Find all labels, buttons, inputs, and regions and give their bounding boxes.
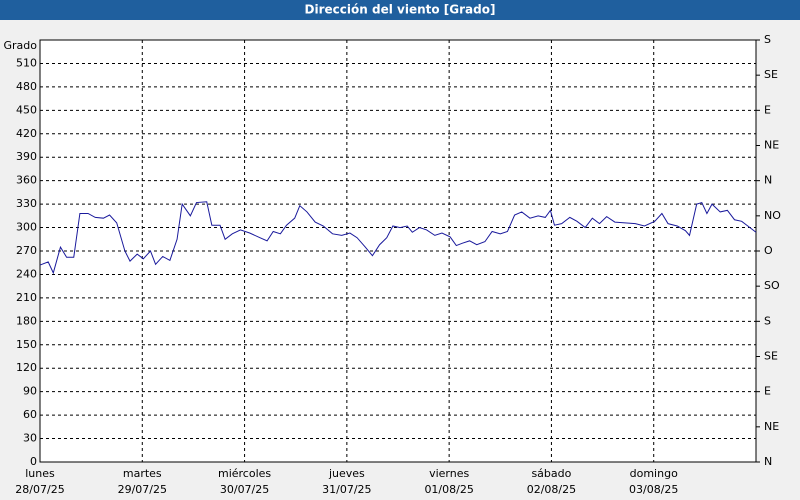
y2-tick-label: SE <box>764 350 778 363</box>
x-tick-label: domingo 03/08/25 <box>629 467 678 496</box>
y-tick-label: 270 <box>16 244 37 257</box>
y2-tick-label: SO <box>764 279 780 292</box>
x-tick-label: viernes 01/08/25 <box>424 467 473 496</box>
x-tick-label: lunes 28/07/25 <box>15 467 64 496</box>
x-tick-label: martes 29/07/25 <box>118 467 167 496</box>
data-line <box>39 201 757 275</box>
y-tick-label: 450 <box>16 103 37 116</box>
y-tick-label: 480 <box>16 80 37 93</box>
y2-tick-label: SE <box>764 68 778 81</box>
x-tick-label: jueves 31/07/25 <box>322 467 371 496</box>
y-tick-label: 210 <box>16 291 37 304</box>
y-tick-label: 0 <box>30 455 37 468</box>
y-tick-label: 240 <box>16 267 37 280</box>
y2-tick-label: S <box>764 314 771 327</box>
y-tick-label: 30 <box>23 432 37 445</box>
y2-tick-label: NE <box>764 420 779 433</box>
y2-tick-label: O <box>764 244 773 257</box>
y-tick-label: 420 <box>16 127 37 140</box>
y2-tick-label: E <box>764 103 771 116</box>
chart-title: Dirección del viento [Grado] <box>305 3 496 17</box>
y-tick-label: 120 <box>16 361 37 374</box>
y2-tick-label: NO <box>764 209 781 222</box>
y-tick-label: 330 <box>16 197 37 210</box>
x-tick-label: miércoles 30/07/25 <box>218 467 271 496</box>
y2-tick-label: NE <box>764 139 779 152</box>
y-tick-label: 300 <box>16 221 37 234</box>
x-tick-label: sábado 02/08/25 <box>527 467 576 496</box>
y-axis-label: Grado <box>4 39 38 52</box>
y-tick-label: 360 <box>16 174 37 187</box>
y-tick-label: 510 <box>16 56 37 69</box>
y2-tick-label: N <box>764 455 772 468</box>
y-tick-label: 180 <box>16 314 37 327</box>
y2-tick-label: E <box>764 385 771 398</box>
title-bar <box>0 0 800 20</box>
y-tick-label: 150 <box>16 338 37 351</box>
y2-tick-label: N <box>764 174 772 187</box>
y-tick-label: 390 <box>16 150 37 163</box>
y-tick-label: 90 <box>23 385 37 398</box>
y-tick-label: 60 <box>23 408 37 421</box>
y2-tick-label: S <box>764 33 771 46</box>
